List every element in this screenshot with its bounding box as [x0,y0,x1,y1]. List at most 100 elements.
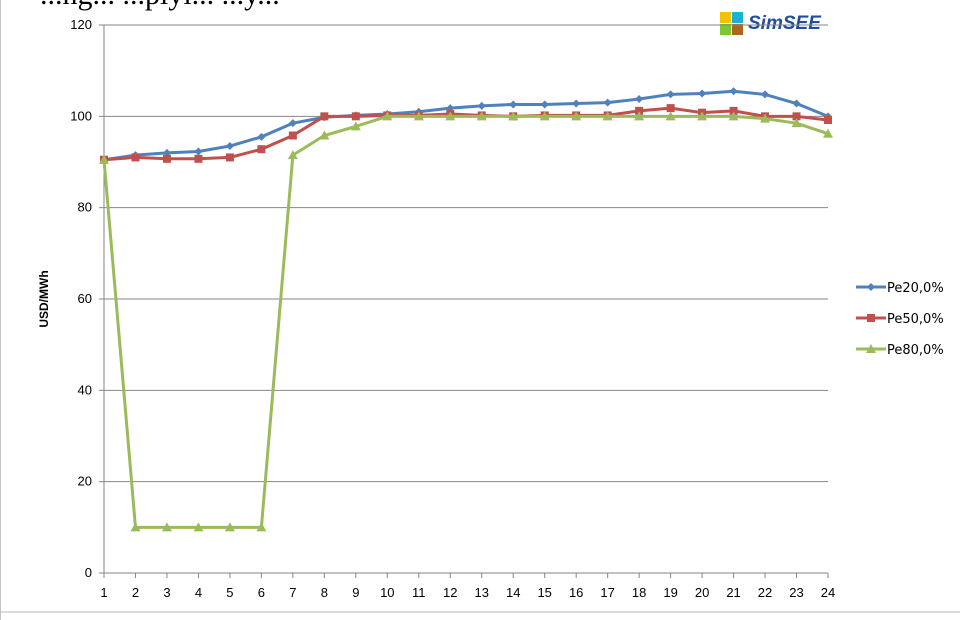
y-tick-label: 0 [85,565,92,580]
x-tick-label: 5 [226,585,233,600]
legend-label: Pe50,0% [887,312,944,327]
data-point [257,145,266,154]
logo-square-yellow [720,12,731,23]
x-tick-label: 10 [380,585,394,600]
data-point [288,131,297,140]
series-2 [100,104,832,164]
series-3 [99,111,833,532]
data-point [476,111,487,121]
series-line [103,106,829,162]
data-point [791,118,802,128]
y-tick-label: 100 [70,108,92,123]
x-tick-label: 7 [289,585,296,600]
data-point [666,90,675,99]
data-point [571,111,582,121]
logo-square-brown [732,24,743,35]
series-line [103,89,829,162]
legend-marker [867,283,875,291]
data-point [130,522,141,532]
data-point [319,130,330,140]
data-point [760,113,771,123]
simsee-logo: SimSEE [714,8,838,40]
data-point [161,522,172,532]
x-tick-label: 9 [352,585,359,600]
x-tick-label: 6 [258,585,265,600]
data-point [509,100,518,109]
x-tick-label: 21 [726,585,740,600]
legend-marker [866,344,876,353]
data-point [445,111,456,121]
y-tick-label: 20 [78,474,92,489]
legend-label: Pe20,0% [887,281,944,296]
data-point [287,150,298,160]
data-point [572,99,581,108]
x-tick-label: 15 [537,585,551,600]
y-tick-label: 60 [78,291,92,306]
logo-square-cyan [732,12,743,23]
data-point [193,522,204,532]
data-point [351,112,360,121]
data-point [602,111,613,121]
data-point [729,87,738,96]
data-point [162,154,171,163]
data-point [225,142,234,151]
logo-text: SimSEE [748,13,821,34]
series-line [102,114,829,529]
data-point [288,119,297,128]
data-point [194,147,203,156]
x-tick-label: 22 [758,585,772,600]
data-point [539,111,550,121]
data-point [792,112,801,121]
data-point [225,153,234,162]
legend-item: Pe20,0% [856,281,944,296]
cropped-caption-text: ...ng... ...plyi... ...y... [40,0,280,12]
series-1 [100,87,832,164]
x-tick-label: 3 [163,585,170,600]
data-point [665,111,676,121]
x-tick-label: 18 [632,585,646,600]
x-tick-label: 20 [695,585,709,600]
x-tick-label: 23 [789,585,803,600]
x-tick-label: 12 [443,585,457,600]
x-tick-label: 8 [321,585,328,600]
data-point [823,128,833,138]
data-point [131,153,140,162]
x-tick-label: 13 [475,585,489,600]
x-tick-label: 2 [132,585,139,600]
y-tick-label: 120 [70,17,92,32]
series-group [99,87,833,532]
data-point [194,154,203,163]
data-point [697,111,708,121]
data-point [257,132,266,141]
y-tick-label: 80 [78,200,92,215]
data-point [728,111,739,121]
data-point [666,104,675,113]
data-point [792,99,801,108]
data-point [729,106,738,115]
data-point [382,111,393,121]
y-axis-title: USD/MWh [37,270,51,327]
data-point [99,154,109,164]
x-tick-label: 16 [569,585,583,600]
x-tick-label: 24 [821,585,835,600]
data-point [698,89,707,98]
legend-item: Pe80,0% [856,343,944,358]
x-tick-label: 14 [506,585,520,600]
data-point [508,111,519,121]
x-tick-label: 4 [195,585,202,600]
data-point [540,100,549,109]
x-tick-label: 11 [412,585,426,600]
data-point [635,94,644,103]
x-tick-label: 19 [663,585,677,600]
data-point [634,111,645,121]
data-point [413,111,424,121]
legend: Pe20,0% Pe50,0% Pe80,0% [856,281,944,358]
x-tick-label: 17 [600,585,614,600]
data-point [824,115,832,124]
data-point [256,522,267,532]
legend-item: Pe50,0% [856,312,944,327]
data-point [224,522,235,532]
